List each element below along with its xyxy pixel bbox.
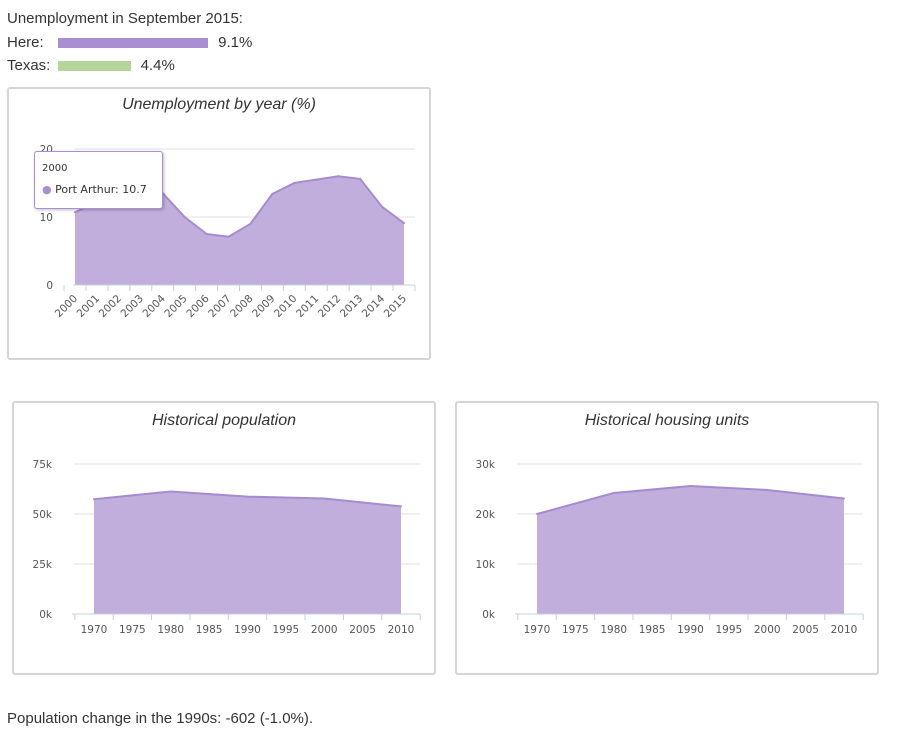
x-tick-label: 1995: [273, 624, 300, 636]
x-tick-label: 2000: [754, 624, 781, 636]
housing-chart-panel: Historical housing units 0k 10k 20k 30k 1970…: [455, 401, 879, 675]
unemployment-heading: Unemployment in September 2015:: [7, 10, 243, 27]
x-tick-label: 2013: [338, 293, 365, 320]
here-label: Here:: [7, 34, 44, 51]
data-point: [74, 211, 76, 214]
y-tick-label: 0k: [39, 609, 53, 621]
tooltip-year: 2000: [42, 163, 68, 174]
x-tick-label: 2003: [119, 293, 146, 320]
population-change-text: Population change in the 1990s: -602 (-1…: [7, 710, 314, 727]
x-tick-label: 2010: [272, 293, 299, 320]
y-tick-label: 0: [46, 280, 53, 292]
y-tick-label: 10: [40, 212, 53, 224]
y-tick-label: 0k: [482, 609, 496, 621]
x-tick-label: 1985: [639, 624, 666, 636]
texas-label: Texas:: [7, 57, 51, 74]
series-area: [94, 491, 401, 614]
x-tick-label: 2008: [228, 293, 255, 320]
data-point: [689, 485, 692, 487]
data-point: [293, 182, 296, 184]
unemployment-chart-panel: Unemployment by year (%) 0 10 20 2000 2001 20…: [7, 87, 431, 360]
here-unemployment-value: 9.1%: [218, 34, 253, 51]
x-tick-label: 1980: [157, 624, 184, 636]
x-tick-label: 1990: [677, 624, 704, 636]
data-point: [400, 505, 402, 508]
here-unemployment-bar: [58, 38, 209, 48]
x-tick-label: 1975: [562, 624, 589, 636]
data-point: [93, 498, 95, 501]
y-tick-label: 50k: [33, 509, 53, 521]
x-tick-label: 1980: [600, 624, 627, 636]
data-point: [246, 495, 249, 498]
data-point: [359, 177, 362, 180]
x-tick-label: 2011: [294, 293, 321, 320]
x-tick-label: 2002: [97, 293, 124, 320]
y-tick-label: 10k: [476, 559, 496, 571]
data-point: [612, 492, 615, 494]
texas-unemployment-value: 4.4%: [140, 57, 175, 74]
x-tick-label: 2012: [316, 293, 343, 320]
x-tick-label: 1970: [81, 624, 108, 636]
chart-title: Unemployment by year (%): [122, 96, 316, 113]
x-tick-label: 1985: [196, 624, 223, 636]
tooltip-value: 10.7: [122, 183, 147, 196]
chart-tooltip: 2000 ● Port Arthur: 10.7: [34, 151, 163, 209]
data-point: [183, 216, 186, 218]
x-tick-label: 1975: [119, 624, 146, 636]
unemployment-chart: 0102020002001200220032004200520062007200…: [40, 144, 416, 320]
x-tick-label: 2009: [250, 293, 277, 320]
x-tick-label: 2001: [75, 293, 102, 320]
x-tick-label: 2004: [140, 292, 168, 320]
x-tick-label: 2010: [388, 624, 415, 636]
housing-chart: 0k 10k 20k 30k 1970 1975 1980 1985 1990 1995 2000 2…: [476, 459, 864, 636]
series-marker-icon: ●: [42, 183, 52, 196]
x-tick-label: 1995: [716, 624, 743, 636]
data-point: [271, 192, 274, 195]
data-point: [169, 490, 172, 493]
data-point: [227, 235, 230, 238]
population-chart-panel: Historical population 0k 25k 50k 75k 1970 197…: [12, 401, 436, 675]
x-tick-label: 2015: [382, 293, 409, 320]
data-point: [381, 205, 384, 208]
data-point: [337, 175, 340, 178]
x-tick-label: 2005: [792, 624, 819, 636]
chart-title: Historical housing units: [584, 412, 750, 429]
data-point: [766, 489, 769, 491]
x-tick-label: 2014: [360, 292, 388, 320]
texas-unemployment-bar: [58, 61, 131, 71]
population-chart: 0k 25k 50k 75k 1970 1975 1980 1985 1990 1995 2000 2…: [33, 459, 421, 636]
x-tick-label: 1970: [524, 624, 551, 636]
y-tick-label: 20k: [476, 509, 496, 521]
y-tick-label: 75k: [33, 459, 53, 471]
data-point: [315, 178, 318, 181]
data-point: [536, 513, 538, 515]
series-area: [537, 486, 844, 614]
data-point: [843, 497, 845, 500]
x-tick-label: 2010: [831, 624, 858, 636]
data-point: [323, 497, 326, 500]
data-point: [249, 222, 252, 225]
y-tick-label: 25k: [33, 559, 53, 571]
data-point: [205, 233, 208, 235]
x-tick-label: 2006: [184, 292, 212, 320]
x-tick-label: 2000: [311, 624, 338, 636]
chart-title: Historical population: [151, 412, 297, 429]
x-tick-label: 2005: [162, 293, 189, 320]
x-tick-label: 1990: [234, 624, 261, 636]
data-point: [403, 222, 405, 225]
tooltip-series: Port Arthur: [55, 183, 116, 196]
x-tick-label: 2000: [53, 293, 80, 320]
y-tick-label: 30k: [476, 459, 496, 471]
x-tick-label: 2005: [349, 624, 376, 636]
tooltip-point: ● Port Arthur: 10.7: [42, 183, 147, 196]
x-tick-label: 2007: [206, 293, 233, 320]
